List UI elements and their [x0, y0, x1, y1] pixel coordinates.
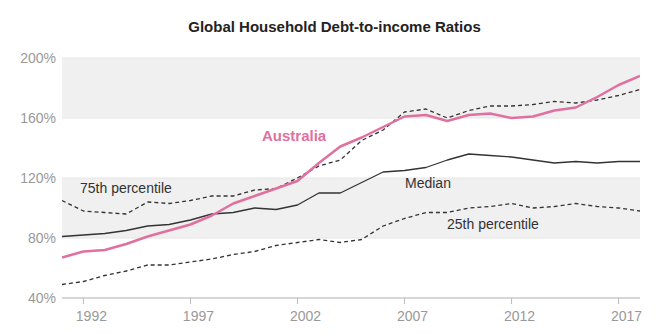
grid-line: [62, 178, 640, 179]
y-tick-label: 120%: [20, 170, 56, 186]
series-line: [62, 154, 640, 237]
x-tick-label: 1997: [183, 308, 214, 324]
grid-band: [62, 178, 640, 238]
series-line: [62, 76, 640, 258]
chart-title: Global Household Debt-to-income Ratios: [188, 18, 481, 35]
series-label: 25th percentile: [447, 216, 539, 232]
grid-band: [62, 58, 640, 118]
series-line: [62, 204, 640, 285]
grid-line: [62, 118, 640, 119]
x-tick-label: 2002: [290, 308, 321, 324]
series-label: Median: [405, 175, 451, 191]
x-tick: [297, 298, 298, 304]
grid-line: [62, 298, 640, 299]
x-tick: [83, 298, 84, 304]
chart-svg: Global Household Debt-to-income Ratios 40…: [0, 0, 669, 333]
y-tick-label: 40%: [28, 290, 56, 306]
grid-line: [62, 58, 640, 59]
x-tick: [618, 298, 619, 304]
x-tick: [511, 298, 512, 304]
grid-line: [62, 238, 640, 239]
y-tick-label: 200%: [20, 50, 56, 66]
lines-group: [62, 76, 640, 285]
y-tick-label: 80%: [28, 230, 56, 246]
x-tick-label: 1992: [76, 308, 107, 324]
x-tick-label: 2007: [397, 308, 428, 324]
y-tick-label: 160%: [20, 110, 56, 126]
x-tick: [404, 298, 405, 304]
chart-container: Global Household Debt-to-income Ratios 40…: [0, 0, 669, 333]
x-tick-label: 2017: [611, 308, 642, 324]
series-label: Australia: [262, 127, 327, 144]
series-label: 75th percentile: [80, 180, 172, 196]
x-tick-label: 2012: [504, 308, 535, 324]
x-axis-line: [62, 298, 640, 299]
series-line: [62, 90, 640, 215]
x-tick: [190, 298, 191, 304]
